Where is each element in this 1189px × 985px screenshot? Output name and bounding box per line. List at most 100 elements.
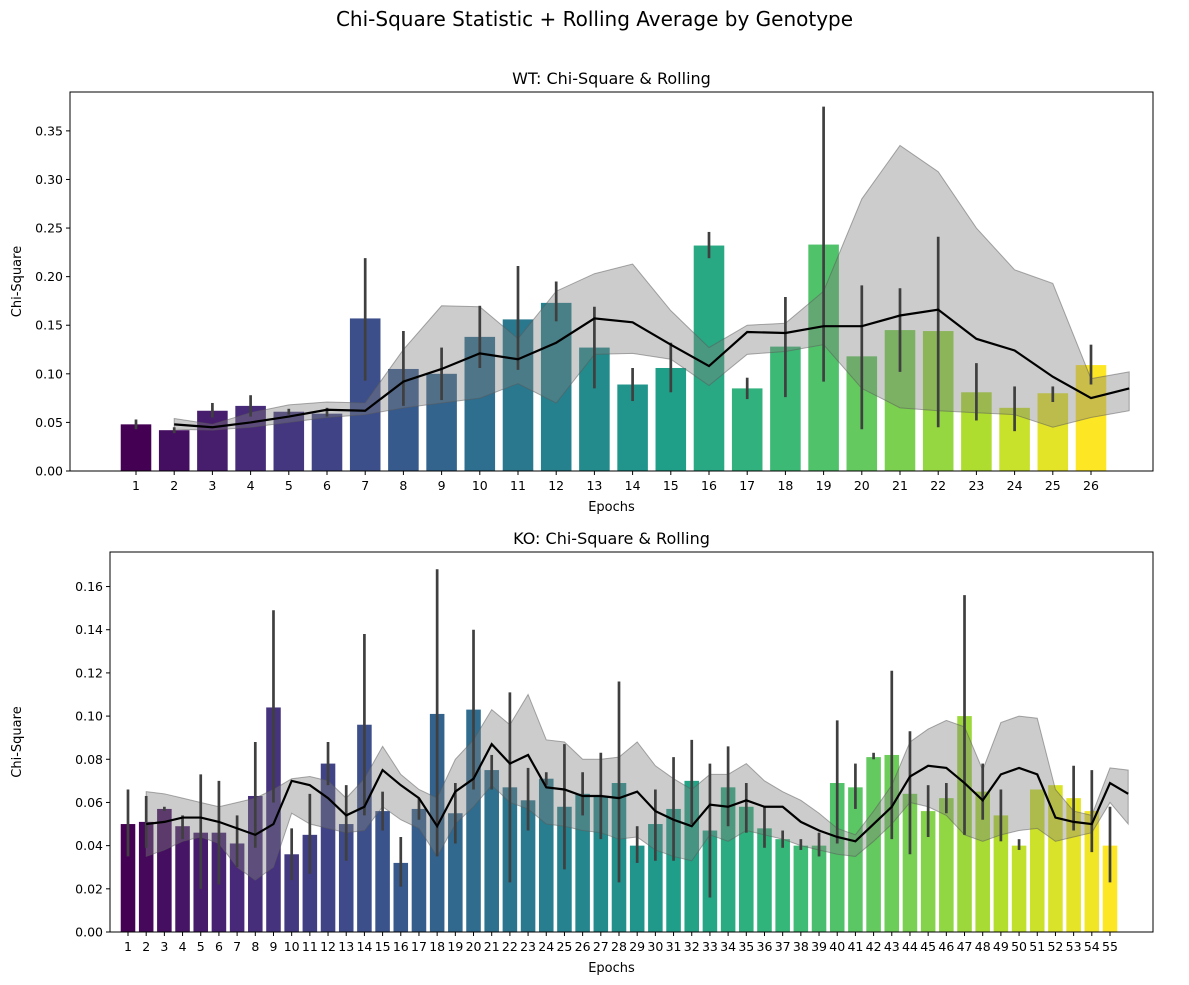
y-tick-label: 0.35 <box>35 123 63 138</box>
x-tick-label: 23 <box>968 478 984 493</box>
bar <box>1037 393 1069 471</box>
bar <box>248 795 263 932</box>
bar <box>357 724 372 932</box>
bar <box>902 793 918 932</box>
bar <box>466 709 481 932</box>
bar <box>375 811 390 932</box>
x-tick-label: 20 <box>854 478 870 493</box>
x-tick-label: 18 <box>777 478 793 493</box>
x-tick-label: 24 <box>1007 478 1023 493</box>
bar <box>720 787 736 932</box>
bar <box>1066 798 1081 932</box>
x-tick-label: 2 <box>170 478 178 493</box>
axes-frame <box>69 91 1154 472</box>
x-tick-label: 8 <box>399 478 407 493</box>
x-tick-label: 36 <box>757 939 773 954</box>
x-tick-label: 23 <box>520 939 536 954</box>
x-tick-label: 6 <box>215 939 223 954</box>
x-tick-label: 5 <box>197 939 205 954</box>
x-tick-label: 15 <box>375 939 391 954</box>
bar <box>1048 785 1063 932</box>
bar <box>993 815 1009 932</box>
x-tick-label: 20 <box>466 939 482 954</box>
bar <box>138 821 154 932</box>
rolling-band <box>145 693 1129 881</box>
bar <box>1102 845 1118 932</box>
x-tick-label: 17 <box>739 478 755 493</box>
x-tick-label: 31 <box>666 939 682 954</box>
x-tick-label: 4 <box>179 939 187 954</box>
panel-title: KO: Chi-Square & Rolling <box>513 529 710 548</box>
bar <box>593 795 609 932</box>
x-tick-label: 52 <box>1047 939 1063 954</box>
bar <box>975 791 990 932</box>
bar <box>666 808 681 932</box>
bar <box>540 302 572 471</box>
y-tick-label: 0.10 <box>75 709 103 724</box>
x-tick-label: 14 <box>356 939 372 954</box>
y-tick-label: 0.06 <box>75 795 103 810</box>
y-tick-label: 0.20 <box>35 269 63 284</box>
x-tick-label: 24 <box>538 939 554 954</box>
x-axis-label: Epochs <box>588 500 635 515</box>
x-tick-label: 11 <box>302 939 318 954</box>
bar <box>739 806 754 932</box>
x-tick-label: 8 <box>251 939 259 954</box>
bar <box>158 430 190 471</box>
y-tick-label: 0.14 <box>75 622 103 637</box>
bar <box>920 811 936 932</box>
x-tick-label: 55 <box>1102 939 1118 954</box>
bar <box>1084 811 1100 932</box>
x-tick-label: 38 <box>793 939 809 954</box>
x-tick-label: 41 <box>847 939 863 954</box>
bar <box>484 770 499 932</box>
figure-title: Chi-Square Statistic + Rolling Average b… <box>336 7 853 31</box>
bar <box>229 843 245 932</box>
x-tick-label: 25 <box>1045 478 1061 493</box>
x-tick-label: 4 <box>247 478 255 493</box>
x-axis-label: Epochs <box>588 961 635 976</box>
bar <box>684 780 700 932</box>
x-tick-label: 9 <box>438 478 446 493</box>
y-tick-label: 0.08 <box>75 752 103 767</box>
y-tick-label: 0.10 <box>35 366 63 381</box>
x-tick-label: 2 <box>142 939 150 954</box>
y-tick-label: 0.25 <box>35 221 63 236</box>
y-tick-label: 0.12 <box>75 665 103 680</box>
x-tick-label: 30 <box>647 939 663 954</box>
x-tick-label: 7 <box>233 939 241 954</box>
x-tick-label: 46 <box>938 939 954 954</box>
bar <box>811 845 827 932</box>
x-tick-label: 7 <box>361 478 369 493</box>
x-tick-label: 25 <box>556 939 572 954</box>
bar <box>120 424 152 471</box>
bar <box>284 854 299 932</box>
ko-panel: 0.000.020.040.060.080.100.120.140.161 2 3 4… <box>10 529 1154 976</box>
x-tick-label: 16 <box>393 939 409 954</box>
y-tick-label: 0.00 <box>35 464 63 479</box>
x-tick-label: 18 <box>429 939 445 954</box>
bar <box>320 763 336 932</box>
x-tick-label: 49 <box>993 939 1009 954</box>
bar <box>1029 789 1045 932</box>
x-tick-label: 21 <box>484 939 500 954</box>
x-tick-label: 53 <box>1066 939 1082 954</box>
y-tick-label: 0.04 <box>75 838 103 853</box>
x-tick-label: 12 <box>548 478 564 493</box>
x-tick-label: 12 <box>320 939 336 954</box>
y-axis-label: Chi-Square <box>10 706 25 777</box>
bar <box>157 808 172 932</box>
bar <box>448 813 463 932</box>
x-tick-label: 50 <box>1011 939 1027 954</box>
x-tick-label: 28 <box>611 939 627 954</box>
x-tick-label: 54 <box>1084 939 1100 954</box>
x-tick-label: 26 <box>575 939 591 954</box>
bar <box>757 828 772 932</box>
bar <box>175 826 190 932</box>
x-tick-label: 6 <box>323 478 331 493</box>
bar <box>1011 845 1027 932</box>
x-tick-label: 42 <box>866 939 882 954</box>
bar <box>538 778 554 932</box>
x-tick-label: 45 <box>920 939 936 954</box>
